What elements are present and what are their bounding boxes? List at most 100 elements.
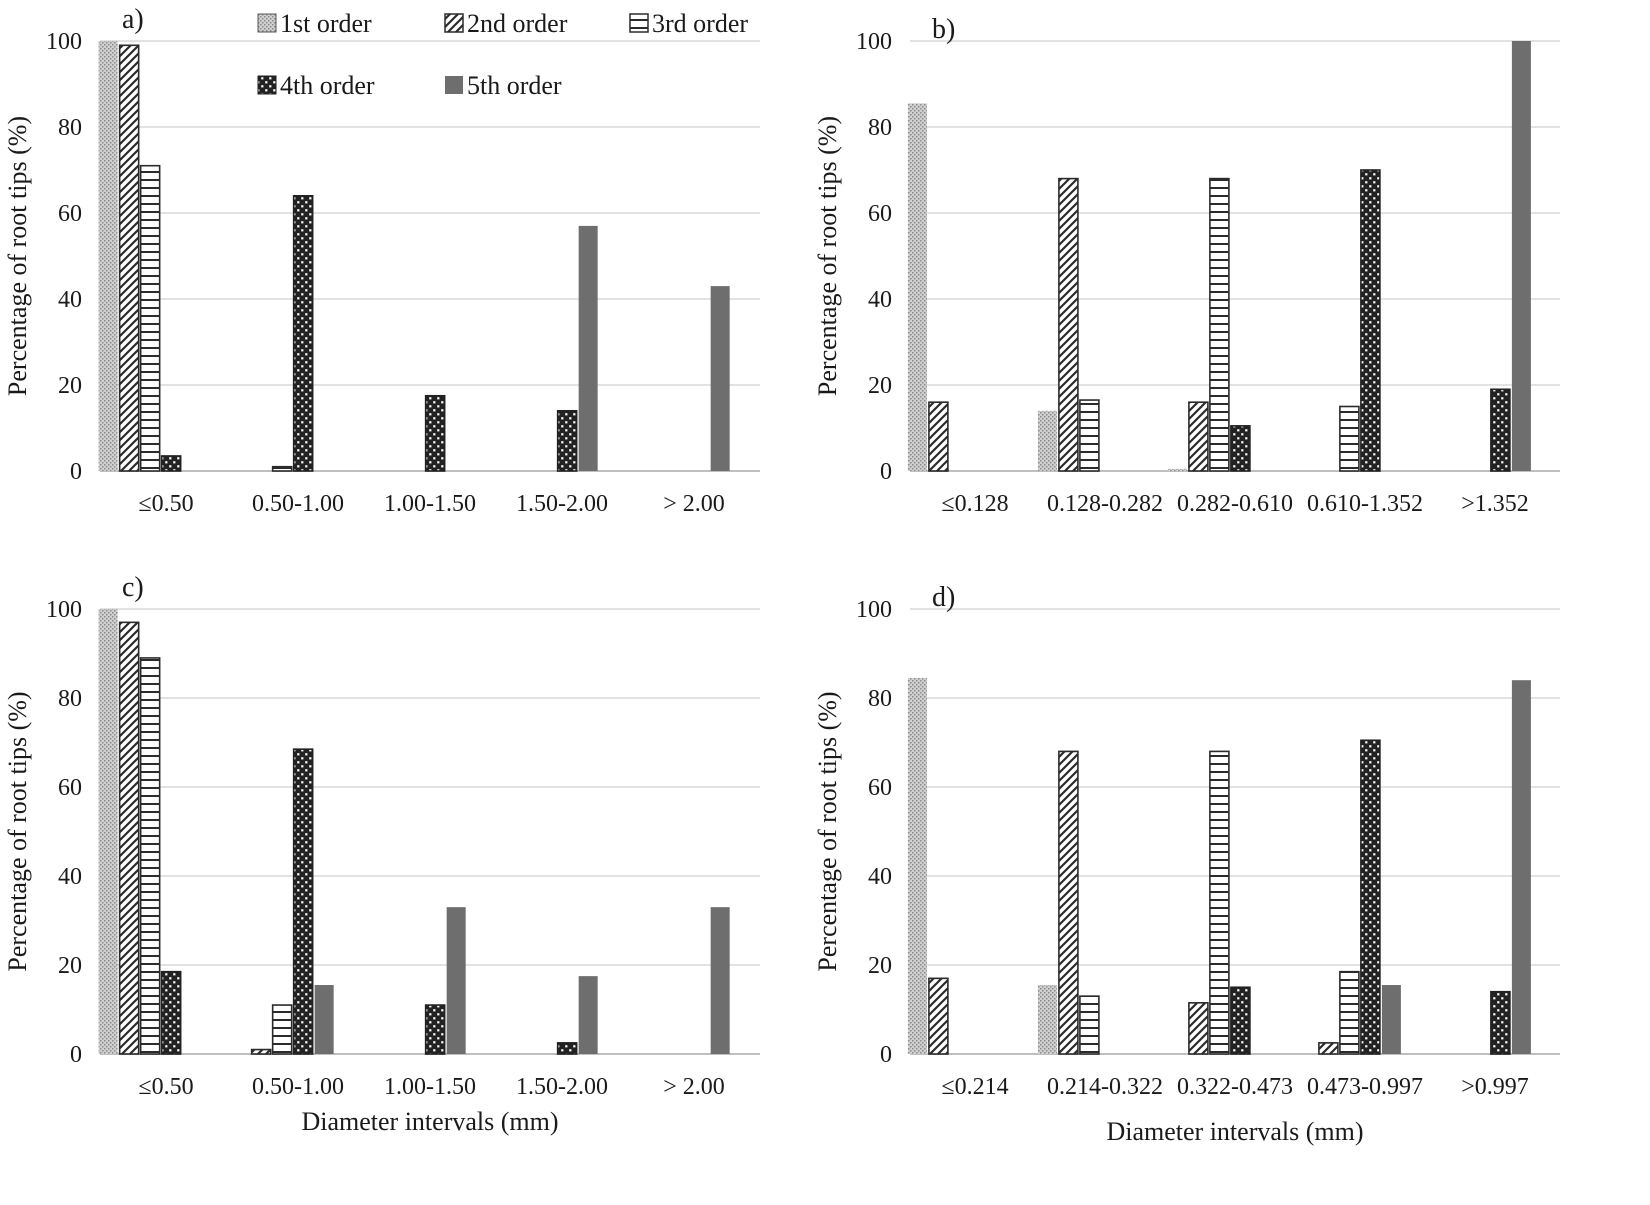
bar-c-5th-order-5 (710, 907, 730, 1054)
y-tick-label: 40 (868, 864, 892, 890)
bar-c-5th-order-3 (446, 907, 466, 1054)
x-tick-label: 0.322-0.473 (1177, 1074, 1293, 1100)
bar-a-4th-order-1 (160, 455, 182, 472)
x-tick-label: ≤0.50 (138, 491, 193, 517)
bar-d-4th-order-5 (1490, 990, 1511, 1055)
bar-d-1st-order-2 (1037, 985, 1057, 1054)
x-tick-label: 0.50-1.00 (252, 491, 344, 517)
x-tick-label: 0.214-0.322 (1047, 1074, 1163, 1100)
y-tick-label: 100 (46, 29, 82, 55)
x-tick-label: 0.128-0.282 (1047, 491, 1163, 517)
bar-d-3rd-order-3 (1209, 750, 1230, 1055)
y-axis-label: Percentage of root tips (%) (813, 691, 842, 971)
bar-b-1st-order-3 (1167, 468, 1187, 471)
bar-b-1st-order-2 (1037, 410, 1057, 471)
legend-label-5th-order: 5th order (467, 71, 562, 100)
bar-b-4th-order-3 (1230, 425, 1251, 472)
x-tick-label: 1.50-2.00 (516, 491, 608, 517)
y-tick-label: 100 (856, 29, 892, 55)
panel-label: d) (932, 582, 955, 613)
y-tick-label: 80 (868, 115, 892, 141)
legend-label-1st-order: 1st order (280, 9, 372, 38)
y-tick-label: 20 (868, 373, 892, 399)
chart-panel-c: 0 20 40 60 80 100 ≤0.50 0.50-1.00 1.00-1.50 1.50-… (3, 572, 760, 1136)
x-tick-label: 0.282-0.610 (1177, 491, 1293, 517)
x-tick-label: ≤0.50 (138, 1074, 193, 1100)
bar-d-3rd-order-2 (1079, 995, 1100, 1055)
y-tick-label: 60 (868, 201, 892, 227)
bar-d-5th-order-4 (1381, 985, 1401, 1054)
x-tick-label: 0.473-0.997 (1307, 1074, 1423, 1100)
bar-a-2nd-order-1 (118, 44, 140, 472)
bar-c-5th-order-2 (314, 985, 334, 1054)
bar-c-2nd-order-2 (250, 1048, 272, 1055)
y-tick-label: 60 (868, 775, 892, 801)
bar-d-2nd-order-1 (928, 977, 949, 1055)
x-tick-label: >0.997 (1461, 1074, 1529, 1100)
y-tick-label: 0 (880, 459, 892, 485)
bar-b-4th-order-5 (1490, 388, 1511, 472)
bar-a-4th-order-3 (424, 394, 446, 472)
bar-c-4th-order-1 (160, 970, 182, 1055)
y-tick-label: 80 (58, 115, 82, 141)
x-tick-label: 1.00-1.50 (384, 491, 476, 517)
legend-swatch-4th-order (257, 75, 277, 95)
bar-d-4th-order-3 (1230, 986, 1251, 1055)
y-tick-label: 0 (880, 1042, 892, 1068)
legend-label-4th-order: 4th order (280, 71, 375, 100)
y-tick-label: 80 (868, 686, 892, 712)
bar-b-5th-order-5 (1511, 41, 1531, 471)
chart-panel-a: 0 20 40 60 80 100 ≤0.50 0.50-1.00 1.00-1.50 1.50-… (3, 4, 760, 517)
bar-d-4th-order-4 (1360, 739, 1381, 1055)
legend-swatch-5th-order (445, 76, 463, 94)
panel-label: b) (932, 14, 955, 45)
y-tick-label: 0 (70, 1042, 82, 1068)
bar-d-2nd-order-4 (1318, 1042, 1339, 1055)
bar-c-4th-order-2 (292, 748, 314, 1055)
x-tick-label: ≤0.128 (941, 491, 1008, 517)
y-tick-label: 60 (58, 775, 82, 801)
x-tick-label: >1.352 (1461, 491, 1529, 517)
legend-label-2nd-order: 2nd order (467, 9, 568, 38)
y-tick-label: 60 (58, 201, 82, 227)
x-axis-label: Diameter intervals (mm) (1106, 1117, 1363, 1146)
y-axis-label: Percentage of root tips (%) (813, 116, 842, 396)
y-axis-label: Percentage of root tips (%) (3, 691, 32, 971)
panel-label: c) (122, 572, 144, 603)
bar-b-2nd-order-2 (1058, 177, 1079, 472)
x-axis-label: Diameter intervals (mm) (301, 1107, 558, 1136)
y-tick-label: 20 (58, 373, 82, 399)
bar-b-2nd-order-1 (928, 401, 949, 472)
x-tick-label: > 2.00 (663, 1074, 725, 1100)
bar-c-4th-order-4 (556, 1042, 578, 1055)
y-tick-label: 40 (58, 864, 82, 890)
chart-legend: 1st order 2nd order 3rd order 4th order … (257, 9, 748, 100)
x-tick-label: 1.00-1.50 (384, 1074, 476, 1100)
y-tick-label: 0 (70, 459, 82, 485)
chart-panel-d: 0 20 40 60 80 100 ≤0.214 0.214-0.322 0.322-0.473… (813, 582, 1560, 1146)
bar-d-5th-order-5 (1511, 680, 1531, 1054)
bar-b-2nd-order-3 (1188, 401, 1209, 472)
bar-b-1st-order-1 (907, 103, 927, 471)
bar-a-5th-order-4 (578, 225, 598, 471)
legend-label-3rd-order: 3rd order (652, 9, 748, 38)
bar-a-1st-order-1 (98, 41, 118, 471)
y-tick-label: 40 (868, 287, 892, 313)
bar-d-2nd-order-3 (1188, 1002, 1209, 1055)
bar-a-4th-order-2 (292, 195, 314, 472)
bar-c-3rd-order-2 (271, 1004, 293, 1055)
panel-label: a) (122, 4, 144, 35)
legend-swatch-2nd-order (444, 13, 464, 33)
bar-a-4th-order-4 (556, 409, 578, 472)
bar-b-4th-order-4 (1360, 169, 1381, 472)
bar-a-5th-order-5 (710, 286, 730, 471)
bar-b-3rd-order-4 (1339, 405, 1360, 472)
bar-b-3rd-order-3 (1209, 177, 1230, 472)
x-tick-label: ≤0.214 (941, 1074, 1008, 1100)
x-tick-label: 0.50-1.00 (252, 1074, 344, 1100)
y-tick-label: 80 (58, 686, 82, 712)
bar-c-1st-order-1 (98, 609, 118, 1054)
bar-c-4th-order-3 (424, 1004, 446, 1055)
x-tick-label: 1.50-2.00 (516, 1074, 608, 1100)
